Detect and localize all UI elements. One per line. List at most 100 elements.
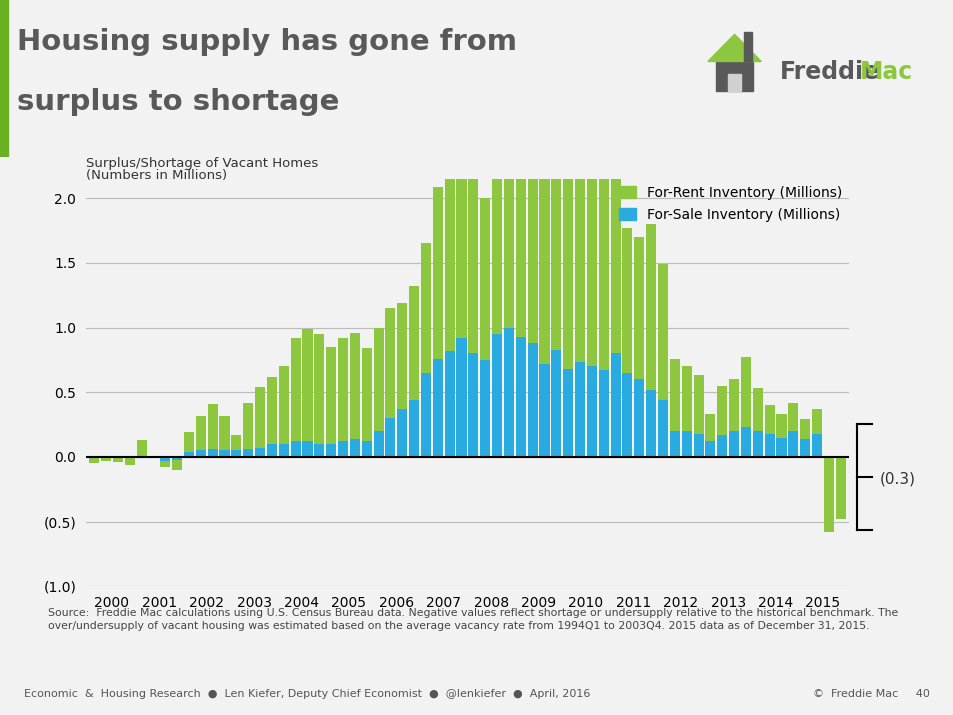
Text: Economic  &  Housing Research  ●  Len Kiefer, Deputy Chief Economist  ●  @lenkie: Economic & Housing Research ● Len Kiefer… xyxy=(24,689,590,699)
Text: (0.3): (0.3) xyxy=(879,472,915,486)
Bar xyxy=(551,94,560,350)
Bar xyxy=(562,127,573,369)
Bar xyxy=(823,457,833,532)
Bar xyxy=(538,150,549,364)
Bar xyxy=(811,409,821,433)
Bar xyxy=(681,366,691,431)
Bar xyxy=(551,350,560,457)
Bar xyxy=(516,107,525,337)
Bar xyxy=(800,420,809,439)
Bar xyxy=(302,329,313,441)
Bar xyxy=(763,405,774,433)
Bar xyxy=(586,142,597,366)
Bar xyxy=(835,457,845,519)
Bar xyxy=(621,373,632,457)
Bar xyxy=(787,431,798,457)
Bar xyxy=(89,457,99,463)
Bar xyxy=(385,418,395,457)
Bar xyxy=(420,373,431,457)
Bar xyxy=(704,441,715,457)
Bar xyxy=(326,347,335,444)
Bar xyxy=(811,433,821,457)
Bar xyxy=(752,431,762,457)
Bar xyxy=(800,439,809,457)
Bar xyxy=(562,369,573,457)
Bar xyxy=(125,457,134,465)
Bar xyxy=(598,370,608,457)
Bar xyxy=(763,433,774,457)
Bar xyxy=(704,414,715,441)
Bar xyxy=(717,386,726,435)
Legend: For-Rent Inventory (Millions), For-Sale Inventory (Millions): For-Rent Inventory (Millions), For-Sale … xyxy=(618,186,841,222)
FancyBboxPatch shape xyxy=(0,0,8,157)
Bar xyxy=(326,444,335,457)
Bar xyxy=(374,431,383,457)
Bar xyxy=(184,452,193,457)
Bar xyxy=(776,438,785,457)
Bar xyxy=(219,450,230,457)
Bar xyxy=(136,440,147,457)
Polygon shape xyxy=(743,31,751,61)
Bar xyxy=(195,450,206,457)
Bar xyxy=(172,457,182,460)
Bar xyxy=(267,444,276,457)
Bar xyxy=(610,179,620,353)
Bar xyxy=(278,366,289,444)
Bar xyxy=(337,338,348,441)
Bar xyxy=(634,379,643,457)
Bar xyxy=(172,457,182,470)
Bar xyxy=(337,441,348,457)
Text: ©  Freddie Mac     40: © Freddie Mac 40 xyxy=(812,689,929,699)
Bar xyxy=(575,134,584,363)
Bar xyxy=(468,163,477,353)
Bar xyxy=(538,364,549,457)
Bar xyxy=(396,409,407,457)
Bar xyxy=(752,388,762,431)
Bar xyxy=(350,439,359,457)
Bar xyxy=(728,379,739,431)
Bar xyxy=(208,449,217,457)
Text: surplus to shortage: surplus to shortage xyxy=(17,88,339,116)
Bar xyxy=(444,161,455,351)
Bar xyxy=(634,237,643,379)
Bar xyxy=(621,228,632,373)
Bar xyxy=(409,400,418,457)
Text: (Numbers in Millions): (Numbers in Millions) xyxy=(86,169,227,182)
Bar xyxy=(645,390,656,457)
Bar xyxy=(479,360,490,457)
Bar xyxy=(456,121,466,338)
Bar xyxy=(693,433,703,457)
Bar xyxy=(433,187,442,359)
Bar xyxy=(254,448,265,457)
Bar xyxy=(728,431,739,457)
Text: Freddie: Freddie xyxy=(780,60,880,84)
Bar xyxy=(160,457,171,460)
Bar xyxy=(503,97,514,327)
Bar xyxy=(267,377,276,444)
Bar xyxy=(291,441,300,457)
Bar xyxy=(586,366,597,457)
Bar xyxy=(409,286,418,400)
Bar xyxy=(112,457,123,462)
Bar xyxy=(658,400,667,457)
Bar xyxy=(385,308,395,418)
Bar xyxy=(527,343,537,457)
Polygon shape xyxy=(715,61,753,92)
Bar xyxy=(479,198,490,360)
Bar xyxy=(468,353,477,457)
Bar xyxy=(231,435,241,450)
Bar xyxy=(787,403,798,431)
Bar xyxy=(693,375,703,433)
Bar xyxy=(598,167,608,370)
Bar xyxy=(302,441,313,457)
Text: Source:  Freddie Mac calculations using U.S. Census Bureau data. Negative values: Source: Freddie Mac calculations using U… xyxy=(48,608,897,631)
Bar xyxy=(717,435,726,457)
Bar xyxy=(350,332,359,439)
Bar xyxy=(776,414,785,438)
Bar xyxy=(195,415,206,450)
Bar xyxy=(492,144,501,334)
Bar xyxy=(374,327,383,431)
Bar xyxy=(645,224,656,390)
Bar xyxy=(740,358,750,427)
Bar xyxy=(314,334,324,444)
